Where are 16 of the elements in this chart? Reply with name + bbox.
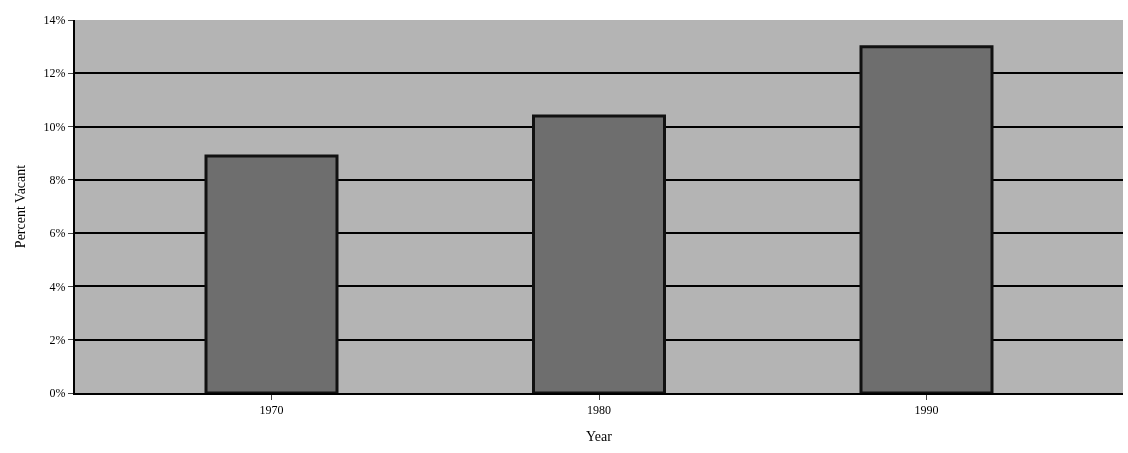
y-tick-label: 10%	[43, 119, 66, 134]
y-tick-label: 0%	[49, 386, 66, 401]
x-axis-title: Year	[586, 429, 613, 445]
y-tick-label: 8%	[49, 173, 66, 188]
y-tick-label: 12%	[43, 66, 66, 81]
y-axis-title: Percent Vacant	[12, 164, 28, 249]
x-tick-label: 1990	[914, 403, 939, 418]
y-tick-label: 14%	[43, 13, 66, 28]
y-tick-label: 6%	[49, 226, 66, 241]
bar	[532, 114, 666, 393]
bar	[859, 45, 994, 393]
x-tick-label: 1970	[259, 403, 284, 418]
y-tick-label: 2%	[49, 332, 66, 347]
bar	[204, 154, 339, 393]
x-tick-label: 1980	[587, 403, 611, 418]
y-tick-label: 4%	[49, 279, 66, 294]
